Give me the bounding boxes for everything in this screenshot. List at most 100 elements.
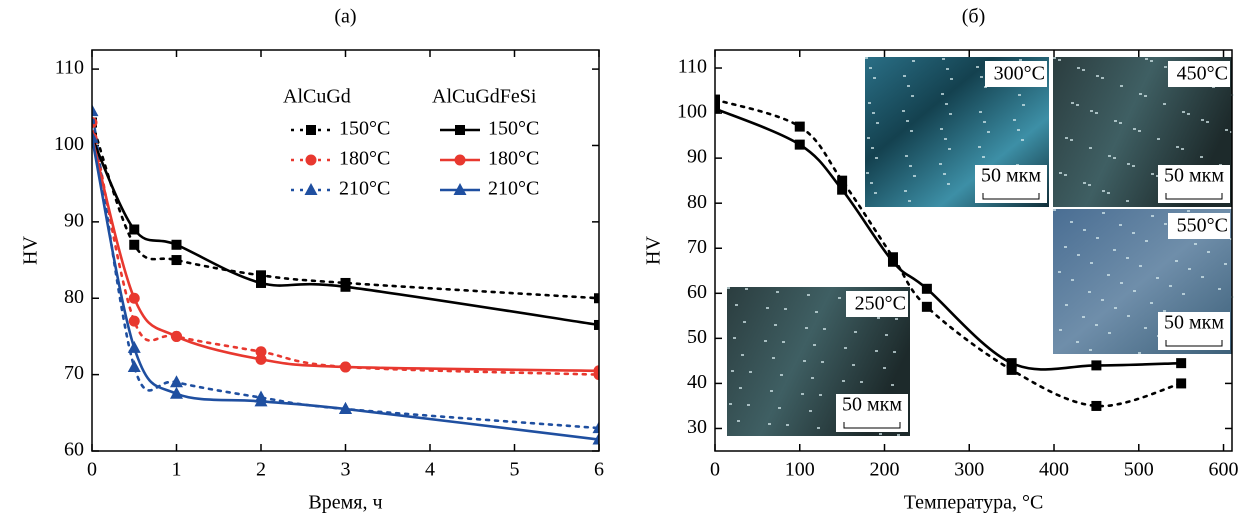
micrograph-speck (1224, 263, 1227, 265)
micrograph-speck (1088, 184, 1091, 186)
micrograph-speck (807, 294, 810, 296)
micrograph-speck (1200, 156, 1203, 158)
micrograph-speck (842, 380, 845, 382)
micrograph-speck (1102, 212, 1105, 214)
micrograph-speck (741, 354, 744, 356)
series-line (92, 136, 599, 373)
micrograph-speck (897, 434, 900, 436)
scale-label: 50 мкм (1164, 312, 1224, 334)
marker (921, 283, 932, 294)
micrograph-speck (780, 374, 783, 376)
x-tick-label: 0 (87, 459, 97, 481)
scale-bar (1165, 340, 1223, 347)
marker (129, 239, 140, 250)
marker (887, 256, 898, 267)
micrograph-speck (1082, 69, 1085, 71)
micrograph-speck (772, 357, 775, 359)
micrograph-speck (1182, 293, 1185, 295)
micrograph-speck (982, 156, 985, 158)
micrograph-speck (1021, 139, 1024, 141)
micrograph-speck (1076, 341, 1079, 343)
inset-label-bg (1168, 213, 1230, 239)
scale-bg (975, 165, 1047, 203)
micrograph-speck (1096, 237, 1099, 239)
micrograph-speck (1053, 209, 1056, 211)
micrograph-speck (907, 85, 910, 87)
micrograph-speck (1064, 174, 1067, 176)
micrograph-speck (1163, 310, 1166, 312)
micrograph-speck (883, 367, 886, 369)
y-tick-label: 50 (687, 326, 707, 348)
micrograph-speck (1071, 102, 1074, 104)
series-line (92, 136, 599, 327)
micrograph-speck (1017, 129, 1020, 131)
micrograph-speck (1059, 172, 1062, 174)
micrograph-speck (877, 317, 880, 319)
micrograph-speck (1071, 279, 1074, 281)
x-axis-label: Температура, °C (904, 492, 1044, 514)
micrograph-speck (852, 364, 855, 366)
scale-bar (843, 422, 901, 429)
micrograph-speck (817, 427, 820, 429)
micrograph-speck (885, 334, 888, 336)
micrograph-speck (1058, 59, 1061, 61)
marker (594, 319, 599, 330)
inset-label: 300°C (994, 63, 1045, 85)
y-tick-label: 30 (687, 416, 707, 438)
micrograph-speck (747, 404, 750, 406)
y-tick-label: 90 (687, 146, 707, 168)
marker (92, 130, 99, 143)
legend-label: 150°C (488, 118, 539, 140)
micrograph-speck (1076, 104, 1079, 106)
legend-title: AlCuGdFeSi (432, 86, 537, 108)
y-tick-label: 90 (64, 209, 84, 231)
micrograph-speck (1108, 155, 1111, 157)
micrograph-speck (865, 57, 868, 59)
micrograph-speck (1107, 274, 1110, 276)
x-tick-label: 0 (710, 459, 720, 481)
micrograph-speck (1182, 111, 1185, 113)
x-tick-label: 2 (256, 459, 266, 481)
inset-label-bg (846, 291, 908, 317)
x-tick-label: 400 (1039, 459, 1069, 481)
marker (306, 125, 316, 135)
scale-label: 50 мкм (842, 394, 902, 416)
marker (304, 183, 318, 195)
inset-label: 550°C (1177, 215, 1228, 237)
legend-label: 210°C (339, 178, 390, 200)
micrograph-speck (1132, 165, 1135, 167)
micrograph-speck (844, 347, 847, 349)
micrograph-speck (815, 311, 818, 313)
micrograph-speck (1187, 210, 1190, 212)
micrograph-speck (1095, 112, 1098, 114)
micrograph-speck (875, 350, 878, 352)
micrograph-speck (1090, 262, 1093, 264)
marker (256, 270, 266, 281)
micrograph-speck (811, 377, 814, 379)
micrograph-speck (1181, 148, 1184, 150)
micrograph-speck (945, 103, 948, 105)
marker (170, 386, 183, 399)
micrograph-speck (1083, 182, 1086, 184)
micrograph-speck (1053, 57, 1056, 59)
y-tick-label: 80 (687, 191, 707, 213)
micrograph-speck (1144, 327, 1147, 329)
micrograph-speck (821, 361, 824, 363)
marker (340, 361, 351, 373)
micrograph-speck (1169, 285, 1172, 287)
micrograph-speck (905, 155, 908, 157)
marker (594, 293, 599, 304)
micrograph-speck (1059, 329, 1062, 331)
micrograph-speck (803, 360, 806, 362)
micrograph-speck (1139, 93, 1142, 95)
micrograph-speck (1113, 157, 1116, 159)
scale-bg (1158, 165, 1230, 203)
micrograph-speck (727, 287, 730, 289)
micrograph-speck (948, 148, 951, 150)
micrograph-speck (1101, 299, 1104, 301)
micrograph-speck (1088, 291, 1091, 293)
micrograph-speck (749, 371, 752, 373)
micrograph-speck (947, 183, 950, 185)
micrograph-speck (1218, 288, 1221, 290)
micrograph-speck (875, 157, 878, 159)
